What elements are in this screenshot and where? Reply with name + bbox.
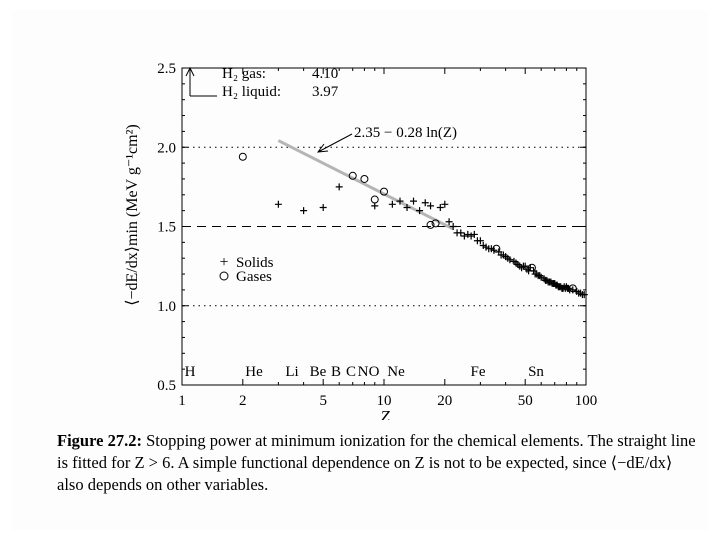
y-tick-label: 2.0 — [157, 140, 176, 156]
x-tick-label: 10 — [377, 393, 392, 409]
element-label: C — [346, 364, 356, 380]
fit-line — [277, 139, 454, 231]
solid-point — [580, 291, 588, 299]
solid-point — [421, 199, 429, 207]
x-tick-label: 2 — [239, 393, 247, 409]
x-tick-label: 50 — [518, 393, 533, 409]
element-label: He — [245, 364, 263, 380]
gas-point — [370, 195, 379, 204]
legend-gases-marker — [219, 271, 229, 281]
y-axis-label: ⟨−dE/dx⟩min (MeV g⁻¹cm²) — [124, 124, 141, 305]
solid-point — [533, 270, 541, 278]
solid-point — [410, 197, 418, 205]
solid-point — [536, 272, 544, 280]
stopping-power-chart: 1 2 5 10 20 50 100 0.5 1.0 1.5 2.0 2.5 H He Li Be B C N O N… — [124, 61, 597, 420]
fit-annotation: 2.35 − 0.28 ln(Z) — [316, 125, 457, 153]
gas-point — [380, 187, 388, 196]
element-label: O — [369, 364, 380, 380]
solid-point — [490, 246, 498, 254]
gas-point — [492, 244, 501, 253]
solid-point — [274, 200, 282, 208]
solid-point — [449, 223, 457, 230]
solid-point — [436, 203, 444, 211]
legend-solids-label: Solids — [236, 255, 274, 271]
gas-point — [238, 152, 247, 161]
annotation-layer: H He Li Be B C N O Ne Fe Sn — [185, 364, 545, 380]
solid-point — [416, 207, 424, 215]
solid-point — [388, 200, 396, 208]
h2-arrow — [185, 66, 217, 97]
solid-point — [427, 202, 435, 210]
y-tick-label: 1.0 — [157, 299, 176, 315]
solid-point — [441, 200, 449, 208]
gas-point — [527, 263, 536, 272]
solid-point — [526, 264, 534, 272]
x-tick-label: 5 — [319, 393, 327, 409]
legend-solids-marker: + — [219, 254, 228, 271]
grid-layer — [182, 146, 586, 307]
solid-point — [460, 232, 468, 240]
element-label: B — [331, 364, 341, 380]
solid-point — [457, 229, 465, 237]
element-label: Sn — [528, 364, 544, 380]
solid-point — [523, 265, 531, 273]
solid-point — [476, 237, 484, 245]
points-layer — [238, 152, 588, 299]
solid-point — [506, 256, 514, 264]
h2-gas-label: H₂ gas: — [222, 66, 266, 82]
x-tick-label: 1 — [178, 393, 186, 409]
fit-arrow — [316, 133, 353, 153]
element-label: H — [185, 364, 196, 380]
fit-layer — [277, 139, 454, 231]
gas-point — [348, 171, 357, 180]
h2-liquid-value: 3.97 — [312, 84, 339, 100]
gas-point — [426, 220, 435, 229]
slide: 1 2 5 10 20 50 100 0.5 1.0 1.5 2.0 2.5 H He Li Be B C N O N… — [12, 10, 708, 530]
solid-point — [300, 207, 308, 215]
solid-point — [565, 284, 573, 292]
ticks-layer: 1 2 5 10 20 50 100 0.5 1.0 1.5 2.0 2.5 — [157, 61, 597, 409]
solid-point — [470, 230, 478, 238]
x-axis-label: Z — [380, 407, 390, 420]
caption-label: Figure 27.2: — [57, 431, 142, 450]
figure-caption: Figure 27.2: Stopping power at minimum i… — [57, 430, 697, 496]
solid-point — [335, 183, 343, 191]
solid-point — [396, 197, 404, 205]
solid-point — [518, 264, 526, 272]
solid-point — [445, 218, 453, 226]
gas-point — [431, 219, 440, 228]
element-label: N — [358, 364, 369, 380]
solid-point — [371, 202, 379, 210]
legend: + Solids Gases — [219, 254, 273, 285]
y-tick-label: 1.5 — [157, 220, 176, 236]
gas-point — [360, 174, 369, 183]
legend-gases-label: Gases — [236, 269, 272, 285]
solid-point — [569, 286, 577, 294]
element-label: Be — [310, 364, 327, 380]
h2-annotation: H₂ gas: 4.10 H₂ liquid: 3.97 — [185, 66, 339, 100]
fit-label: 2.35 − 0.28 ln(Z) — [354, 125, 457, 141]
h2-gas-value: 4.10 — [312, 66, 338, 82]
element-label: Li — [285, 364, 298, 380]
y-tick-label: 0.5 — [157, 378, 176, 394]
y-tick-label: 2.5 — [157, 61, 176, 77]
element-label: Ne — [387, 364, 405, 380]
x-tick-label: 100 — [575, 393, 598, 409]
x-tick-label: 20 — [437, 393, 452, 409]
gas-point — [568, 284, 577, 293]
solid-point — [319, 203, 327, 211]
caption-text: Stopping power at minimum ionization for… — [57, 431, 696, 494]
solid-point — [403, 203, 411, 211]
solid-point — [467, 232, 475, 240]
solid-point — [521, 262, 529, 270]
solid-point — [464, 230, 472, 238]
h2-liquid-label: H₂ liquid: — [222, 84, 281, 100]
element-label: Fe — [471, 364, 486, 380]
